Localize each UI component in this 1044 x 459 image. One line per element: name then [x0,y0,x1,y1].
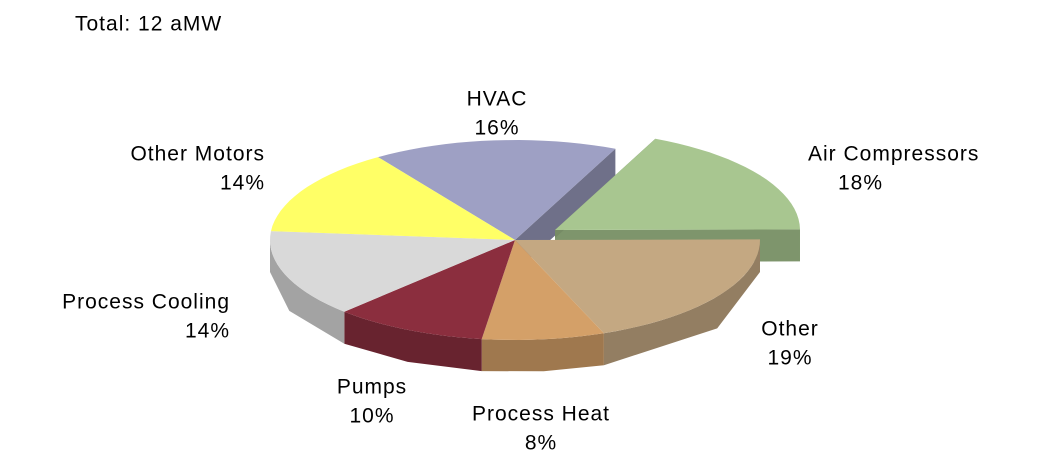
slice-value-label: 8% [525,432,557,455]
slice-value-label: 18% [838,172,883,195]
slice-label: Air Compressors [808,143,979,166]
pie-slice [378,140,616,240]
slice-side [603,240,760,366]
slice-value-label: 19% [767,347,812,370]
pie-slice [270,231,515,312]
slice-value-label: 14% [185,320,230,343]
slice-value-label: 14% [220,172,265,195]
slice-label: Pumps [337,376,407,399]
slice-side [270,240,345,344]
slice-value-label: 10% [349,405,394,428]
slice-label: Other [761,318,819,341]
pie-slice [515,239,760,334]
slice-label: Process Cooling [62,291,230,314]
slice-value-label: 16% [474,117,519,140]
slice-label: Process Heat [472,403,610,426]
chart-title: Total: 12 aMW [75,13,222,36]
pie-slice [481,240,604,340]
slice-side [344,311,482,372]
slice-side [481,333,604,372]
pie-slice [271,157,515,240]
slice-label: HVAC [467,88,528,111]
pie-slice [555,138,800,230]
pie-slice [344,240,515,340]
slice-label: Other Motors [130,143,265,166]
